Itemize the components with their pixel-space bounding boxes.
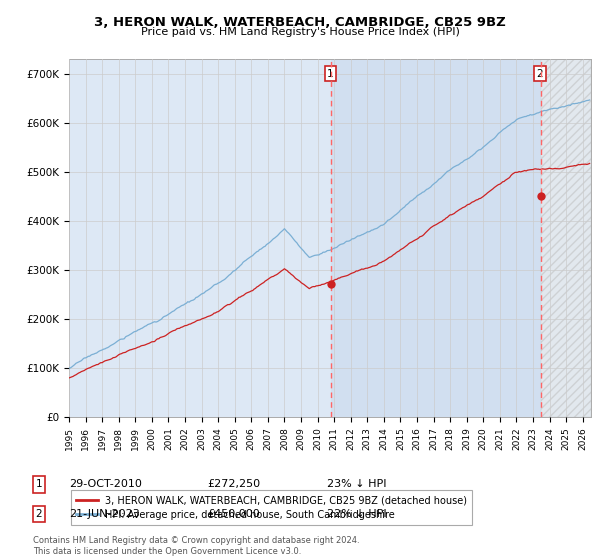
Text: Price paid vs. HM Land Registry's House Price Index (HPI): Price paid vs. HM Land Registry's House … xyxy=(140,27,460,37)
Text: 1: 1 xyxy=(327,69,334,78)
Text: 1: 1 xyxy=(35,479,43,489)
Text: 21-JUN-2023: 21-JUN-2023 xyxy=(69,509,140,519)
Text: 22% ↓ HPI: 22% ↓ HPI xyxy=(327,509,386,519)
Bar xyxy=(541,59,591,417)
Text: Contains HM Land Registry data © Crown copyright and database right 2024.
This d: Contains HM Land Registry data © Crown c… xyxy=(33,536,359,556)
Text: 2: 2 xyxy=(536,69,543,78)
Text: 29-OCT-2010: 29-OCT-2010 xyxy=(69,479,142,489)
Text: 3, HERON WALK, WATERBEACH, CAMBRIDGE, CB25 9BZ: 3, HERON WALK, WATERBEACH, CAMBRIDGE, CB… xyxy=(94,16,506,29)
Text: 2: 2 xyxy=(35,509,43,519)
Legend: 3, HERON WALK, WATERBEACH, CAMBRIDGE, CB25 9BZ (detached house), HPI: Average pr: 3, HERON WALK, WATERBEACH, CAMBRIDGE, CB… xyxy=(71,490,472,525)
Text: £450,000: £450,000 xyxy=(207,509,260,519)
Bar xyxy=(331,59,541,417)
Text: 23% ↓ HPI: 23% ↓ HPI xyxy=(327,479,386,489)
Text: £272,250: £272,250 xyxy=(207,479,260,489)
